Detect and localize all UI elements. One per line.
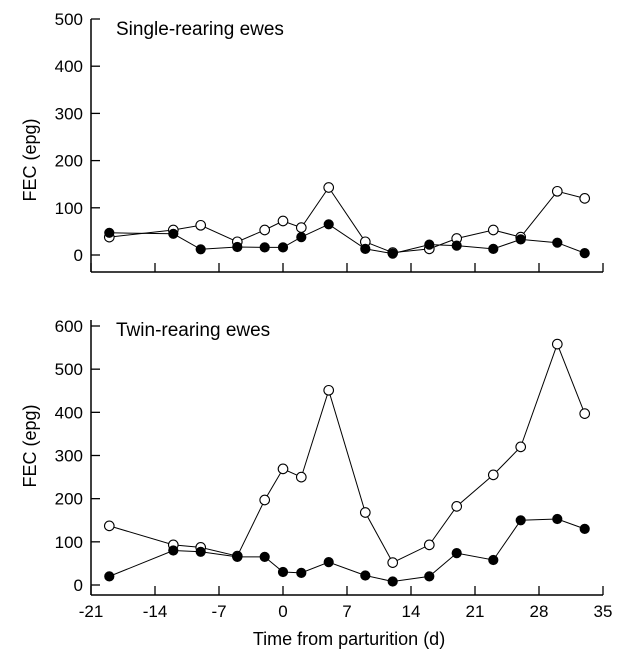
data-point-open xyxy=(277,215,289,227)
y-tick-label: 0 xyxy=(74,246,83,265)
data-point-open xyxy=(579,193,591,204)
data-point-filled xyxy=(296,567,307,579)
data-point-filled xyxy=(296,232,307,243)
data-point-filled xyxy=(488,554,499,566)
data-point-filled xyxy=(552,237,563,248)
y-tick-label: 100 xyxy=(55,199,83,218)
series-line-filled xyxy=(109,518,585,583)
data-point-filled xyxy=(424,239,435,250)
data-point-filled xyxy=(451,548,462,559)
data-point-filled xyxy=(579,523,590,535)
data-point-filled xyxy=(387,248,398,259)
x-tick-label: 14 xyxy=(402,602,421,621)
data-point-filled xyxy=(277,566,289,578)
data-point-open xyxy=(259,224,271,236)
x-tick-label: 35 xyxy=(594,602,613,621)
data-point-filled xyxy=(488,243,499,254)
x-tick-label: -7 xyxy=(211,602,226,621)
data-point-open xyxy=(423,539,435,551)
data-point-open xyxy=(551,338,563,350)
y-tick-label: 300 xyxy=(55,104,83,123)
series-line-open xyxy=(109,186,585,254)
y-tick-label: 400 xyxy=(55,403,83,422)
data-point-filled xyxy=(579,248,590,259)
data-point-open xyxy=(195,219,207,231)
data-point-open xyxy=(103,520,115,532)
data-point-open xyxy=(323,384,335,396)
data-point-filled xyxy=(195,244,206,255)
data-point-filled xyxy=(515,515,526,526)
y-tick-label: 600 xyxy=(55,317,83,336)
data-point-filled xyxy=(232,551,243,563)
data-point-filled xyxy=(168,545,179,556)
panel-twin-rearing: Twin-rearing ewes FEC (epg) 0 100 200 300 40… xyxy=(20,317,612,621)
y-tick-label: 500 xyxy=(55,360,83,379)
y-tick-label: 300 xyxy=(55,447,83,466)
x-tick-label: 0 xyxy=(278,602,287,621)
x-tick-label: 28 xyxy=(530,602,549,621)
panel-single-rearing: Single-rearing ewes FEC (epg) 0 100 200 300… xyxy=(20,10,604,273)
data-point-open xyxy=(295,471,307,483)
data-point-filled xyxy=(259,242,270,253)
data-point-open xyxy=(323,182,335,193)
data-point-open xyxy=(259,494,271,506)
data-point-filled xyxy=(195,546,206,557)
data-point-filled xyxy=(104,571,115,582)
data-point-filled xyxy=(323,219,334,230)
panel-title-single-rearing: Single-rearing ewes xyxy=(116,19,284,40)
y-tick-label: 100 xyxy=(55,533,83,552)
series-line-filled xyxy=(109,223,585,255)
data-point-open xyxy=(515,441,527,453)
y-axis-title-single-rearing: FEC (epg) xyxy=(20,118,40,201)
x-tick-label: -14 xyxy=(143,602,168,621)
data-point-filled xyxy=(515,234,526,245)
data-point-open xyxy=(579,408,591,419)
data-point-open xyxy=(551,185,563,197)
data-point-filled xyxy=(232,241,243,253)
data-point-filled xyxy=(323,557,334,568)
panel-title-twin-rearing: Twin-rearing ewes xyxy=(116,320,270,341)
y-tick-label: 200 xyxy=(55,490,83,509)
data-point-open xyxy=(387,557,399,568)
y-tick-label: 0 xyxy=(74,576,83,595)
data-point-filled xyxy=(552,513,563,525)
data-point-filled xyxy=(451,240,462,251)
data-point-filled xyxy=(104,227,115,238)
data-point-open xyxy=(487,469,499,481)
data-point-filled xyxy=(168,228,179,239)
series-line-open xyxy=(109,342,586,564)
data-point-filled xyxy=(259,551,270,563)
data-point-open xyxy=(487,224,499,236)
data-point-open xyxy=(277,463,289,475)
data-point-filled xyxy=(424,571,435,582)
data-point-filled xyxy=(277,242,289,253)
data-point-open xyxy=(359,507,371,518)
data-point-open xyxy=(451,501,463,512)
x-axis-title: Time from parturition (d) xyxy=(253,629,445,649)
x-tick-label: 21 xyxy=(466,602,485,621)
data-point-filled xyxy=(360,243,371,254)
data-point-open xyxy=(295,222,307,233)
y-tick-label: 200 xyxy=(55,152,83,171)
y-tick-label: 400 xyxy=(55,57,83,76)
y-axis-title-twin-rearing: FEC (epg) xyxy=(20,404,40,487)
data-point-filled xyxy=(387,576,398,587)
x-tick-label: -21 xyxy=(79,602,104,621)
data-point-filled xyxy=(360,570,371,581)
y-tick-label: 500 xyxy=(55,10,83,29)
x-tick-label: 7 xyxy=(342,602,351,621)
